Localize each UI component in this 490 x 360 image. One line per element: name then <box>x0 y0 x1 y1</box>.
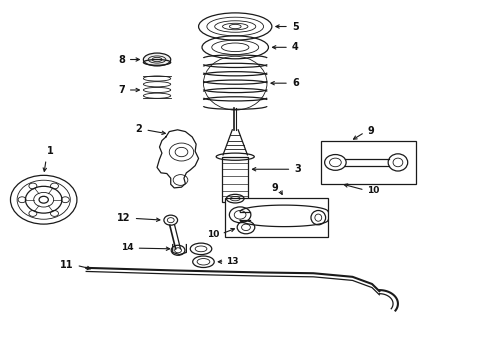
Text: 4: 4 <box>292 42 299 52</box>
Text: 14: 14 <box>121 243 134 252</box>
Text: 13: 13 <box>226 257 239 266</box>
Text: 1: 1 <box>47 145 53 156</box>
Text: 7: 7 <box>118 85 125 95</box>
Text: 3: 3 <box>294 164 301 174</box>
Text: 2: 2 <box>136 125 143 134</box>
Ellipse shape <box>144 53 171 66</box>
Text: 9: 9 <box>271 183 278 193</box>
Text: 11: 11 <box>59 260 73 270</box>
Text: 10: 10 <box>207 230 220 239</box>
Text: 9: 9 <box>367 126 374 136</box>
Text: 5: 5 <box>292 22 299 32</box>
Text: 6: 6 <box>292 78 299 88</box>
Bar <box>222 157 248 202</box>
Text: 10: 10 <box>367 186 380 195</box>
Text: 8: 8 <box>118 54 125 64</box>
Bar <box>321 141 416 184</box>
Text: 12: 12 <box>117 213 131 223</box>
Bar <box>225 198 328 237</box>
